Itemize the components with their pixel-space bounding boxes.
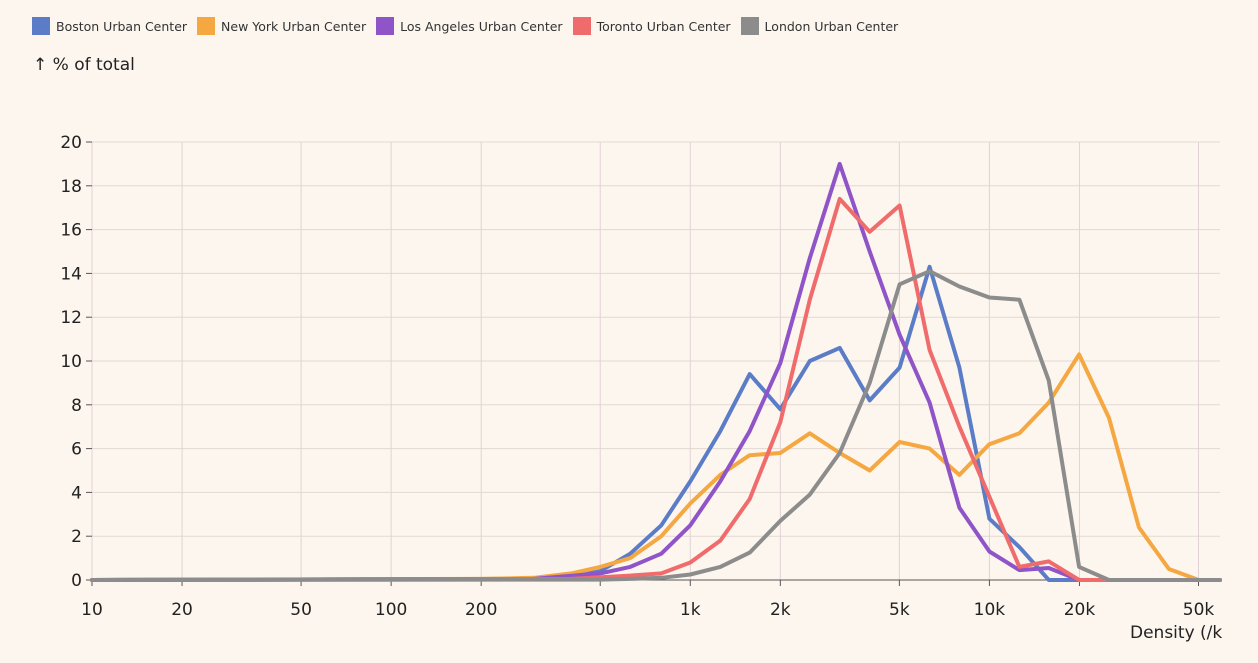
x-tick-label: 100 [375,600,407,620]
x-axis-title: Density (/k [1130,623,1222,643]
legend-swatch [197,17,216,35]
legend-swatch [376,17,395,35]
legend-swatch [740,17,759,35]
series-line [90,264,1222,582]
y-tick-label: 20 [60,133,82,153]
legend-label: New York Urban Center [221,18,367,34]
legend-item: Toronto Urban Center [572,17,731,35]
x-tick-label: 500 [584,600,616,620]
legend-item: New York Urban Center [197,17,366,35]
legend-label: Toronto Urban Center [596,18,731,34]
legend-label: London Urban Center [764,18,899,34]
legend-item: London Urban Center [740,17,899,35]
x-tick-label: 5k [889,600,910,620]
x-tick-label: 20 [171,600,193,620]
legend-swatch [572,17,591,35]
y-tick-label: 2 [71,527,82,547]
x-tick-label: 50k [1183,600,1215,620]
legend-item: Los Angeles Urban Center [376,17,563,35]
x-tick-label: 2k [770,600,791,620]
y-tick-label: 12 [60,308,82,328]
x-tick-label: 20k [1064,600,1096,620]
x-tick-label: 1k [680,600,701,620]
legend-label: Boston Urban Center [56,18,188,34]
y-tick-label: 8 [71,396,82,416]
y-tick-label: 14 [60,264,82,284]
x-tick-label: 10 [81,600,103,620]
y-tick-label: 16 [60,221,82,241]
legend-label: Los Angeles Urban Center [400,18,563,34]
series-line [90,196,1222,582]
grid [91,141,1220,581]
legend-swatch [32,17,50,35]
x-tick-label: 10k [974,600,1006,620]
x-tick-label: 50 [290,600,312,620]
y-tick-label: 18 [60,177,82,197]
y-tick-label: 4 [71,483,82,503]
series-line [90,161,1222,582]
y-axis-title: ↑ % of total [33,55,135,75]
x-tick-label: 200 [465,600,497,620]
y-tick-label: 10 [60,352,82,372]
y-tick-label: 0 [71,571,82,591]
series-line [90,352,1222,582]
legend: Boston Urban Center New York Urban Center… [32,17,908,35]
y-tick-label: 6 [71,440,82,460]
series-line [90,269,1222,582]
series-lines [90,161,1222,582]
legend-item: Boston Urban Center [32,17,187,35]
